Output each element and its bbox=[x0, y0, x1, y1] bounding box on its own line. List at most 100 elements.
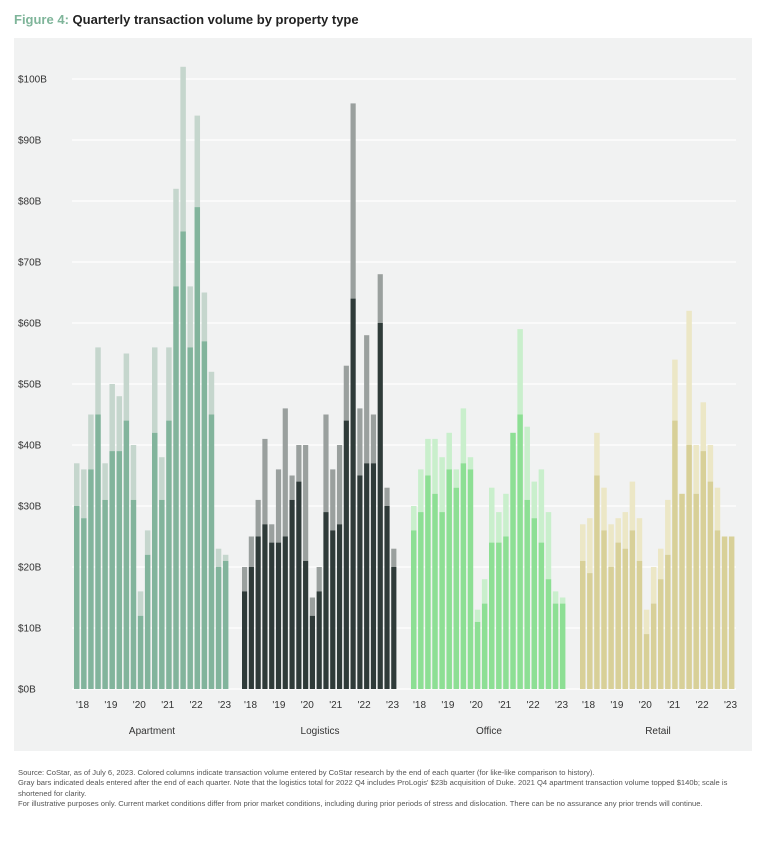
bar-later-entered bbox=[350, 103, 356, 299]
bar-later-entered bbox=[658, 548, 664, 580]
bar-entered-by-quarter-end bbox=[282, 536, 288, 689]
bar-later-entered bbox=[95, 347, 101, 415]
bar-entered-by-quarter-end bbox=[629, 530, 636, 689]
x-tick-label: '18 bbox=[244, 700, 257, 711]
bar-entered-by-quarter-end bbox=[187, 347, 193, 689]
bar-later-entered bbox=[601, 487, 607, 531]
bar-entered-by-quarter-end bbox=[242, 591, 248, 689]
bar-later-entered bbox=[303, 445, 309, 561]
bar-later-entered bbox=[88, 414, 94, 470]
bar-entered-by-quarter-end bbox=[74, 506, 80, 689]
bar-entered-by-quarter-end bbox=[432, 493, 438, 689]
bar-later-entered bbox=[309, 597, 316, 616]
bar-later-entered bbox=[580, 524, 586, 561]
y-tick-label: $50B bbox=[18, 380, 42, 391]
bar-entered-by-quarter-end bbox=[615, 542, 621, 689]
bar-entered-by-quarter-end bbox=[208, 414, 215, 689]
bar-entered-by-quarter-end bbox=[152, 432, 158, 689]
bar-later-entered bbox=[615, 518, 621, 543]
bar-entered-by-quarter-end bbox=[545, 579, 552, 689]
bar-later-entered bbox=[686, 310, 692, 445]
x-tick-label: '23 bbox=[386, 700, 399, 711]
bar-entered-by-quarter-end bbox=[255, 536, 261, 689]
bar-entered-by-quarter-end bbox=[714, 530, 721, 689]
bar-later-entered bbox=[707, 445, 714, 482]
bar-later-entered bbox=[693, 445, 699, 494]
bar-later-entered bbox=[343, 365, 349, 421]
bar-entered-by-quarter-end bbox=[130, 499, 137, 689]
bar-later-entered bbox=[714, 487, 721, 531]
bar-entered-by-quarter-end bbox=[144, 554, 151, 689]
bar-entered-by-quarter-end bbox=[594, 475, 600, 689]
bar-later-entered bbox=[538, 469, 545, 543]
x-tick-label: '20 bbox=[301, 700, 314, 711]
bar-later-entered bbox=[552, 591, 559, 604]
bar-entered-by-quarter-end bbox=[693, 493, 699, 689]
bar-later-entered bbox=[102, 463, 108, 500]
bar-entered-by-quarter-end bbox=[481, 603, 488, 689]
bar-later-entered bbox=[81, 469, 87, 519]
group-label: Apartment bbox=[129, 726, 175, 737]
bar-entered-by-quarter-end bbox=[496, 542, 502, 689]
bar-later-entered bbox=[296, 445, 302, 482]
bar-entered-by-quarter-end bbox=[194, 207, 201, 689]
bar-entered-by-quarter-end bbox=[728, 536, 735, 689]
source-line: Source: CoStar, as of July 6, 2023. Colo… bbox=[18, 768, 595, 777]
bar-entered-by-quarter-end bbox=[316, 591, 322, 689]
bar-entered-by-quarter-end bbox=[503, 536, 509, 689]
bar-later-entered bbox=[316, 567, 322, 592]
x-tick-label: '21 bbox=[667, 700, 680, 711]
bar-entered-by-quarter-end bbox=[636, 560, 643, 689]
y-tick-label: $10B bbox=[18, 624, 42, 635]
bar-later-entered bbox=[201, 292, 208, 342]
bar-entered-by-quarter-end bbox=[201, 341, 208, 689]
y-tick-label: $20B bbox=[18, 563, 42, 574]
bar-entered-by-quarter-end bbox=[608, 567, 614, 689]
bar-entered-by-quarter-end bbox=[707, 481, 714, 689]
bar-later-entered bbox=[545, 512, 552, 580]
bar-entered-by-quarter-end bbox=[650, 603, 657, 689]
bar-later-entered bbox=[467, 457, 474, 470]
bar-later-entered bbox=[672, 359, 678, 421]
bar-entered-by-quarter-end bbox=[517, 414, 523, 689]
bar-entered-by-quarter-end bbox=[411, 530, 417, 689]
bar-entered-by-quarter-end bbox=[474, 621, 481, 689]
x-tick-label: '22 bbox=[696, 700, 709, 711]
bar-later-entered bbox=[489, 487, 495, 543]
bar-later-entered bbox=[643, 609, 650, 635]
bar-entered-by-quarter-end bbox=[538, 542, 545, 689]
bar-entered-by-quarter-end bbox=[453, 487, 460, 689]
bar-entered-by-quarter-end bbox=[137, 615, 144, 689]
bar-entered-by-quarter-end bbox=[622, 548, 629, 689]
bar-later-entered bbox=[357, 408, 363, 476]
bar-later-entered bbox=[700, 402, 707, 452]
bar-entered-by-quarter-end bbox=[123, 420, 130, 689]
x-tick-label: '19 bbox=[104, 700, 117, 711]
bar-entered-by-quarter-end bbox=[665, 554, 671, 689]
x-tick-label: '20 bbox=[639, 700, 652, 711]
bar-later-entered bbox=[587, 518, 593, 574]
x-tick-label: '18 bbox=[76, 700, 89, 711]
bar-entered-by-quarter-end bbox=[116, 451, 123, 689]
bar-later-entered bbox=[166, 347, 172, 421]
bar-later-entered bbox=[608, 524, 614, 567]
bar-entered-by-quarter-end bbox=[81, 518, 87, 689]
bar-entered-by-quarter-end bbox=[343, 420, 349, 689]
y-tick-label: $40B bbox=[18, 441, 42, 452]
x-tick-label: '22 bbox=[358, 700, 371, 711]
figure-number: Figure 4: bbox=[14, 12, 69, 27]
bar-later-entered bbox=[425, 438, 431, 476]
bar-later-entered bbox=[173, 188, 179, 287]
x-tick-label: '21 bbox=[161, 700, 174, 711]
x-tick-label: '22 bbox=[527, 700, 540, 711]
bar-entered-by-quarter-end bbox=[303, 560, 309, 689]
source-line: For illustrative purposes only. Current … bbox=[18, 799, 703, 809]
bar-entered-by-quarter-end bbox=[180, 231, 186, 689]
bar-later-entered bbox=[248, 536, 254, 567]
y-tick-label: $60B bbox=[18, 319, 42, 330]
bar-later-entered bbox=[559, 597, 566, 604]
x-tick-label: '19 bbox=[272, 700, 285, 711]
bar-entered-by-quarter-end bbox=[309, 615, 316, 689]
bar-later-entered bbox=[74, 463, 80, 506]
bar-later-entered bbox=[130, 445, 137, 500]
